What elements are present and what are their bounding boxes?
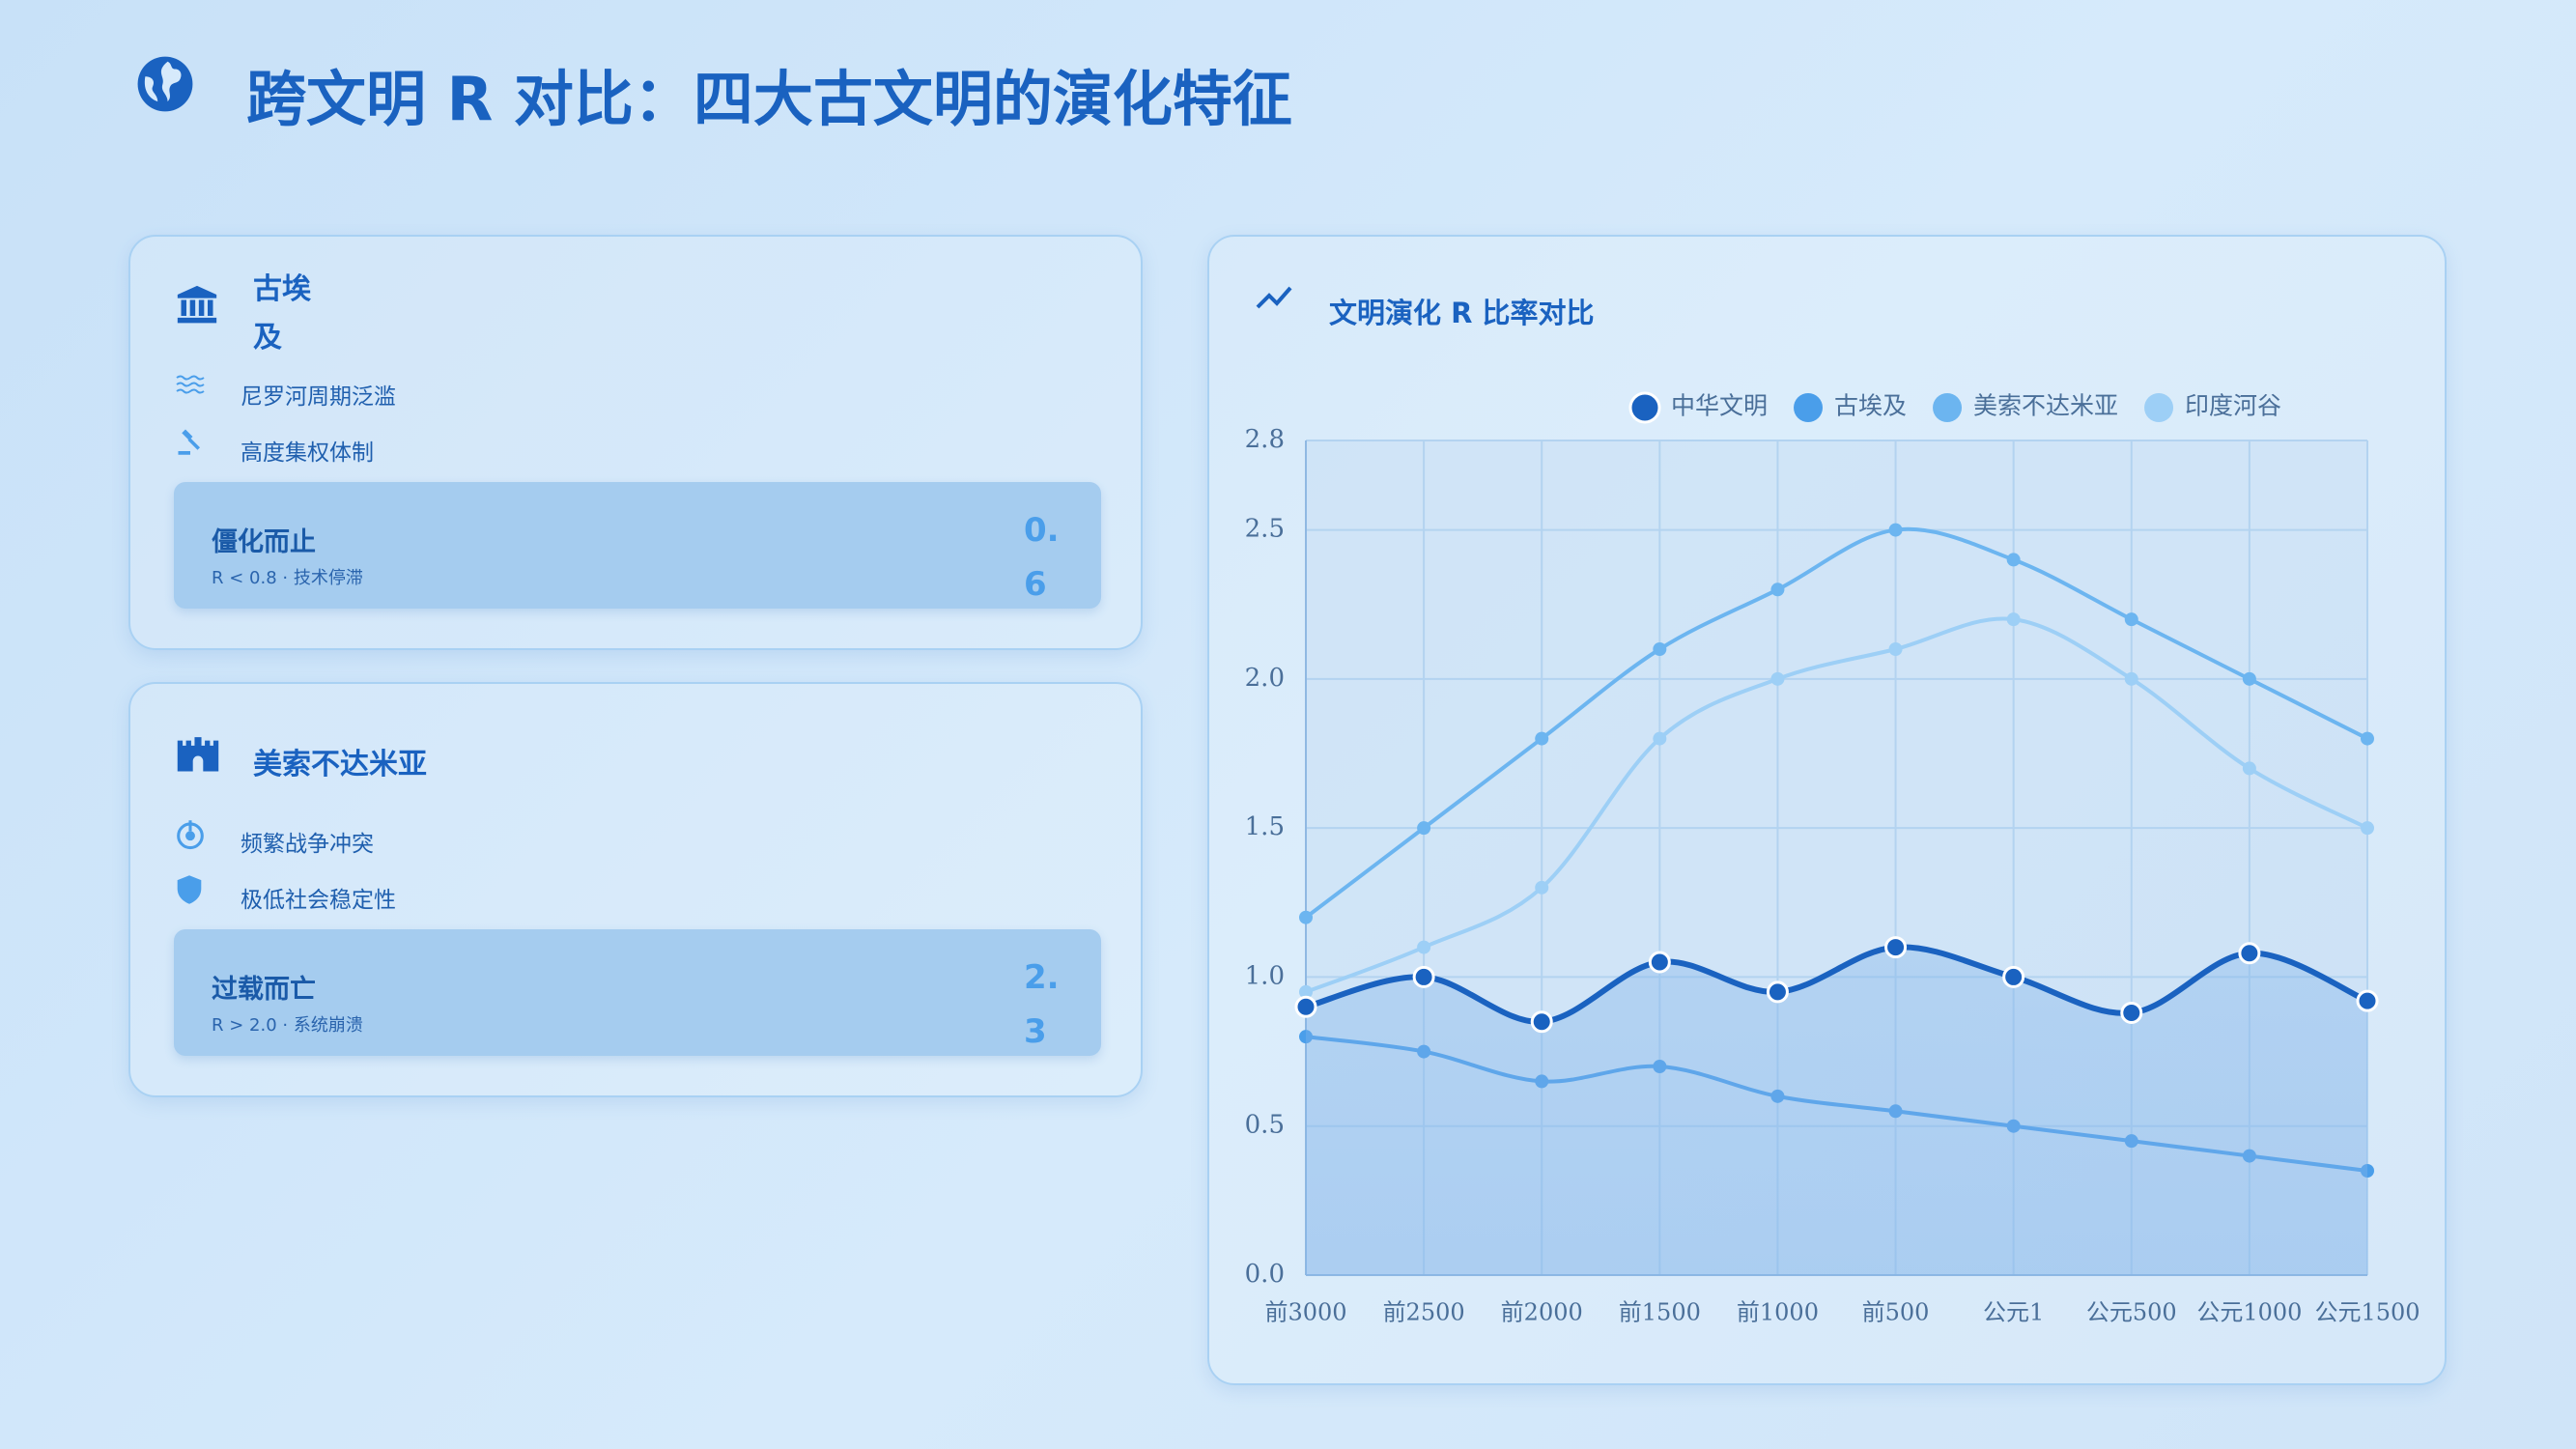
status-title: 僵化而止 — [212, 527, 316, 557]
x-tick-label: 前1000 — [1737, 1299, 1819, 1326]
y-tick-label: 0.0 — [1245, 1260, 1285, 1289]
legend-label: 古埃及 — [1834, 392, 1907, 420]
card-item: 频繁战争冲突 — [241, 832, 374, 857]
card-title: 古埃及 — [253, 272, 311, 355]
y-tick-label: 2.0 — [1245, 664, 1285, 693]
status-value: 2.3 — [1024, 958, 1060, 1051]
x-tick-label: 公元1500 — [2314, 1299, 2420, 1326]
status-title: 过载而亡 — [212, 975, 316, 1005]
x-tick-label: 前1500 — [1619, 1299, 1701, 1326]
series-line — [1304, 526, 2368, 920]
x-tick-label: 前500 — [1862, 1299, 1930, 1326]
data-point — [1888, 523, 1903, 537]
data-point — [1535, 731, 1549, 746]
x-tick-label: 公元1 — [1983, 1299, 2044, 1326]
legend-marker — [1628, 391, 1661, 424]
legend-marker — [2144, 393, 2174, 422]
y-tick-label: 1.0 — [1245, 961, 1285, 990]
data-point — [1299, 910, 1313, 924]
card-item: 尼罗河周期泛滥 — [241, 384, 396, 410]
y-tick-label: 0.5 — [1245, 1111, 1285, 1140]
data-point — [1417, 821, 1431, 836]
card-item: 高度集权体制 — [241, 440, 374, 466]
status-box: 过载而亡 R > 2.0 · 系统崩溃 2.3 — [174, 929, 1101, 1056]
series-line — [1305, 944, 2369, 1025]
data-point — [2002, 965, 2025, 988]
gavel-icon — [178, 429, 200, 455]
area — [1306, 947, 2367, 1275]
data-point — [1888, 642, 1903, 656]
shield-icon — [177, 875, 202, 904]
data-point — [1294, 995, 1317, 1018]
x-tick-label: 前3000 — [1264, 1299, 1346, 1326]
data-point — [2356, 989, 2379, 1012]
y-tick-label: 2.5 — [1245, 515, 1285, 544]
civ-card: 美索不达米亚 频繁战争冲突 极低社会稳定性 过载而亡 R > 2.0 · 系统崩… — [128, 682, 1143, 1097]
civ-card: 古埃及 尼罗河周期泛滥 高度集权体制 僵化而止 R < 0.8 · 技术停滞 0… — [128, 235, 1143, 650]
x-tick-label: 前2000 — [1501, 1299, 1583, 1326]
power-icon — [177, 820, 204, 850]
data-point — [1770, 582, 1785, 597]
card-item: 极低社会稳定性 — [241, 888, 396, 913]
series-line — [1305, 616, 2368, 994]
x-tick-label: 公元1000 — [2196, 1299, 2302, 1326]
data-point — [2361, 731, 2374, 746]
data-point — [1417, 940, 1431, 954]
data-point — [2361, 821, 2374, 836]
status-value: 0.6 — [1024, 511, 1060, 604]
data-point — [2242, 671, 2256, 686]
chart-title: 文明演化 R 比率对比 — [1329, 297, 1595, 329]
temple-icon — [177, 285, 217, 324]
data-point — [2124, 612, 2138, 627]
legend-label: 美索不达米亚 — [1973, 392, 2118, 420]
data-point — [1412, 965, 1435, 988]
chart-icon — [1256, 286, 1292, 309]
data-point — [1648, 951, 1671, 974]
card-title: 美索不达米亚 — [253, 748, 427, 781]
data-point — [2006, 612, 2021, 627]
legend-label: 印度河谷 — [2185, 392, 2281, 420]
castle-icon — [177, 737, 219, 772]
data-point — [1653, 642, 1667, 656]
data-point — [1766, 980, 1789, 1004]
y-tick-label: 2.8 — [1245, 425, 1285, 454]
legend-label: 中华文明 — [1671, 392, 1768, 420]
data-point — [1653, 731, 1667, 746]
data-point — [1535, 880, 1549, 895]
data-point — [2242, 761, 2256, 776]
data-point — [2238, 942, 2261, 965]
legend-marker — [1794, 393, 1824, 422]
data-point — [1530, 1010, 1553, 1034]
data-point — [1884, 936, 1908, 959]
data-point — [2120, 1001, 2143, 1024]
x-tick-label: 公元500 — [2086, 1299, 2177, 1326]
status-box: 僵化而止 R < 0.8 · 技术停滞 0.6 — [174, 482, 1101, 609]
data-point — [2124, 671, 2138, 686]
status-note: R < 0.8 · 技术停滞 — [212, 568, 363, 588]
x-tick-label: 前2500 — [1383, 1299, 1465, 1326]
data-point — [1299, 984, 1313, 999]
page-title: 跨文明 R 对比：四大古文明的演化特征 — [246, 64, 1292, 134]
globe-icon — [137, 56, 193, 112]
wave-icon — [176, 375, 205, 394]
data-point — [1770, 671, 1785, 686]
status-note: R > 2.0 · 系统崩溃 — [212, 1015, 363, 1036]
data-point — [2006, 553, 2021, 567]
legend-marker — [1933, 393, 1963, 422]
y-tick-label: 1.5 — [1245, 812, 1285, 841]
